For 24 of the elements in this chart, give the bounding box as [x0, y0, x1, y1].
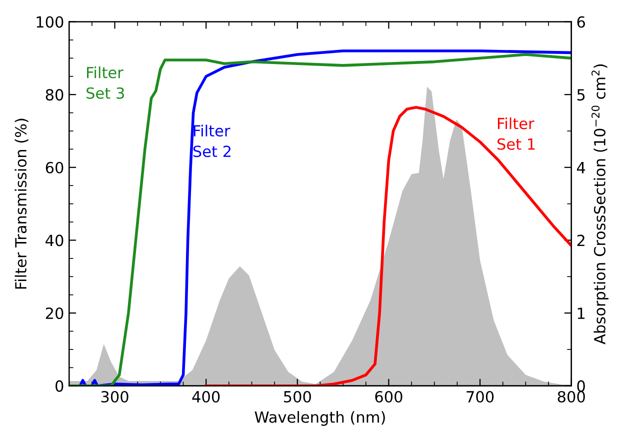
x-axis-title: Wavelength (nm) [254, 411, 385, 426]
y-tick-label: 20 [46, 307, 64, 320]
y2-tick-label: 1 [578, 308, 585, 319]
y2-tick-label: 2 [577, 234, 584, 246]
y2-axis-title: Absorption CrossSection (10$^{−20}$ cm$^{2}$) [591, 64, 608, 344]
y-tick-label: 0 [56, 380, 64, 392]
y2-tick-label: 0 [577, 380, 585, 392]
y-axis-title: Filter Transmission (%) [14, 118, 28, 289]
x-tick-label: 400 [192, 390, 220, 403]
y2-tick-label: 4 [576, 162, 586, 174]
series-label: Filter Set 2 [193, 124, 231, 158]
x-tick-label: 500 [284, 390, 311, 403]
x-tick-label: 600 [375, 390, 402, 403]
y2-tick-label: 6 [577, 16, 585, 28]
series-label: Filter Set 1 [497, 117, 535, 150]
y-tick-label: 80 [46, 89, 64, 101]
x-tick-label: 700 [466, 390, 494, 403]
x-tick-label: 800 [558, 390, 585, 403]
y2-tick-label: 5 [577, 89, 585, 101]
y-tick-label: 40 [46, 234, 64, 246]
series-label: Filter Set 3 [86, 66, 124, 99]
y-tick-label: 60 [46, 162, 64, 174]
y-tick-label: 100 [36, 16, 64, 28]
x-tick-label: 300 [101, 390, 128, 403]
